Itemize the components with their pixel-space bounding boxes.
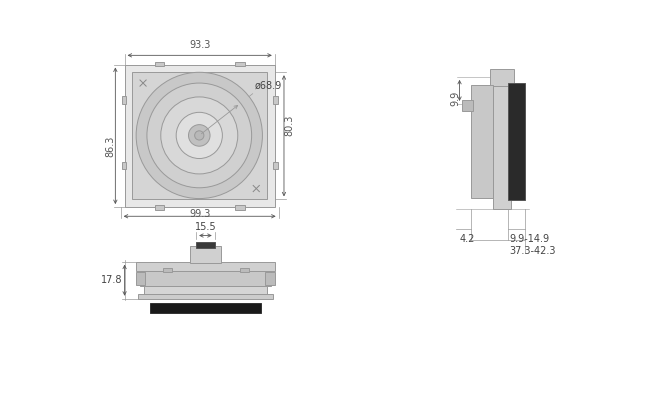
Text: 15.5: 15.5 (195, 222, 216, 232)
Text: 4.2: 4.2 (459, 234, 475, 244)
Circle shape (195, 131, 204, 140)
Bar (196, 242, 215, 248)
Bar (137, 294, 273, 299)
Circle shape (176, 112, 223, 158)
Bar (508, 83, 525, 200)
Text: 93.3: 93.3 (189, 40, 210, 50)
Bar (132, 72, 267, 199)
Bar (493, 77, 511, 209)
Bar (150, 303, 261, 312)
Circle shape (161, 97, 238, 174)
Bar (121, 96, 126, 104)
Text: 37.3-42.3: 37.3-42.3 (510, 245, 556, 256)
Bar (273, 162, 278, 169)
Bar (190, 246, 221, 263)
Bar (163, 268, 172, 272)
Bar (155, 206, 164, 210)
Text: 9.9: 9.9 (451, 91, 461, 106)
Circle shape (188, 125, 210, 146)
Text: 9.9-14.9: 9.9-14.9 (510, 234, 550, 244)
Bar (140, 271, 271, 286)
Text: 86.3: 86.3 (105, 136, 115, 157)
Bar (155, 62, 164, 66)
Bar (136, 262, 275, 271)
Bar (490, 69, 514, 86)
Text: 99.3: 99.3 (189, 208, 210, 219)
Bar (235, 206, 244, 210)
Bar (240, 268, 250, 272)
Bar (462, 100, 473, 111)
Circle shape (147, 83, 252, 188)
Bar (136, 272, 145, 285)
Bar (144, 286, 267, 294)
Circle shape (136, 72, 263, 198)
Text: ø68.9: ø68.9 (254, 81, 281, 91)
Text: 17.8: 17.8 (101, 275, 123, 285)
Bar (235, 62, 244, 66)
Bar (273, 96, 278, 104)
Bar (124, 65, 275, 207)
Text: 80.3: 80.3 (284, 114, 294, 136)
Bar (121, 162, 126, 169)
Bar (266, 272, 275, 285)
Bar (471, 85, 493, 198)
